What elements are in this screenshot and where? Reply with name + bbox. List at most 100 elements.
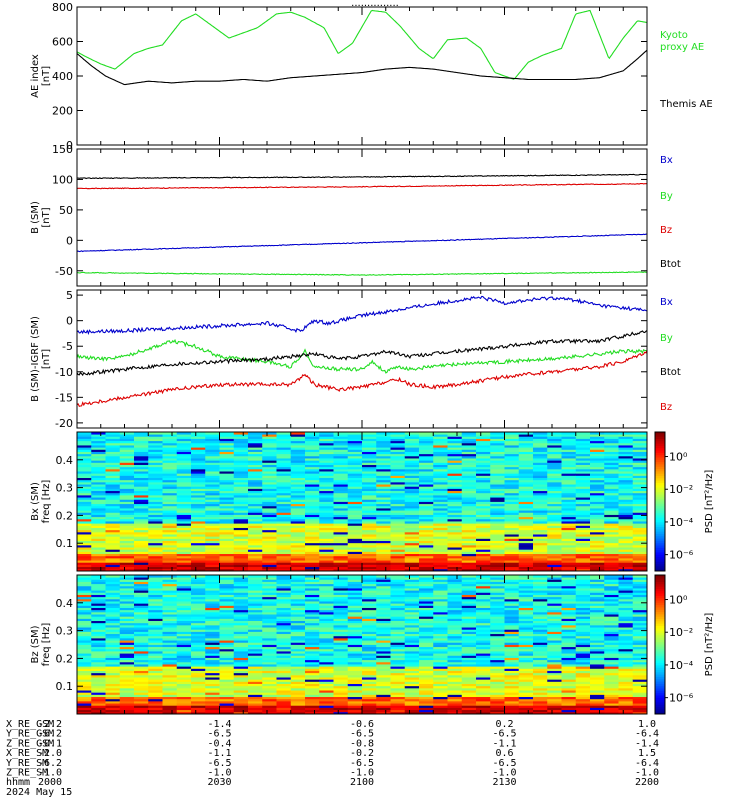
spec_bx-heatmap-cell [447,432,463,435]
spec_bx-heatmap-cell [119,560,135,563]
spec_bz-heatmap-cell [119,707,135,711]
spec_bz-heatmap-cell [404,674,420,678]
spec_bz-heatmap-cell [119,664,135,667]
spec_bz-heatmap-cell [419,661,434,665]
spec_bz-heatmap-cell [404,646,420,650]
spec_bx-heatmap-cell [105,551,121,555]
spec_bz-heatmap-cell [404,664,420,667]
spec_bz-heatmap-cell [504,596,520,600]
spec_bx-heatmap-cell [476,560,491,563]
spec_bx-heatmap-cell [362,531,377,535]
spec_bx-heatmap-cell [248,492,263,496]
spec_bz-heatmap-cell [205,585,220,589]
spec_bx-heatmap-cell [632,510,648,513]
spec_bz-heatmap-cell [91,705,106,708]
spec_bz-heatmap-cells [77,575,648,715]
spec_bz-heatmap-cell [205,681,220,684]
bdiff-ytick-label: 0 [66,315,73,328]
spec_bx-heatmap-cell [248,527,263,531]
spec_bx-heatmap-cell [533,484,548,487]
spec_bz-heatmap-cell [205,687,220,691]
spec_bx-heatmap-cell [347,477,363,481]
spec_bz-heatmap-cell [347,618,363,622]
spec_bz-heatmap-cell [119,642,135,645]
spec_bx-heatmap-cell [419,475,434,479]
spec_bx-heatmap-cell [276,445,292,448]
spec_bx-heatmap-cell [518,484,534,487]
spec_bx-heatmap-cell [504,518,520,522]
spec_bz-heatmap-cell [290,594,306,598]
spec_bz-heatmap-cell [433,642,448,645]
spec_bz-heatmap-cell [290,666,306,669]
spec_bx-heatmap-cell [191,458,206,461]
spec_bz-heatmap-cell [461,592,477,595]
spec_bz-heatmap-cell [461,627,477,630]
spec_bz-heatmap-cell [490,668,505,671]
spec_bx-heatmap-cell [319,436,334,439]
spec_bz-heatmap-cell [91,651,106,654]
spec_bz-heatmap-cell [376,611,391,615]
spec_bz-heatmap-cell [262,644,277,648]
spec_bx-heatmap-cell [119,494,135,498]
spec_bz-heatmap-cell [162,651,178,654]
spec_bx-heatmap-cell [91,562,106,565]
spec_bx-heatmap-cell [134,562,149,565]
spec_bx-heatmap-cell [504,488,520,492]
spec_bz-heatmap-cell [148,709,163,713]
spec_bz-heatmap-cell [134,627,149,630]
spec_bz-heatmap-cell [219,653,235,656]
spec_bx-heatmap-cell [518,547,534,550]
spec_bx-heatmap-cell [618,521,634,524]
spec_bz-heatmap-cell [376,707,391,711]
spec_bz-heatmap-cell [290,700,306,704]
spec_bx-heatmap-cell [518,466,534,470]
spec_bx-heatmap-cell [290,547,306,550]
spec_bx-heatmap-cell [547,527,562,531]
spec_bx-heatmap-cell [561,555,577,559]
spec_bx-heatmap-cell [134,564,149,568]
spec_bz-heatmap-cell [362,679,377,682]
spec_bz-heatmap-cell [461,655,477,658]
spec_bx-heatmap-cell [191,551,206,555]
spec_bx-heatmap-cell [362,468,377,472]
spec_bx-heatmap-cell [347,518,363,522]
spec_bx-heatmap-cell [176,505,192,509]
spec_bx-heatmap-cell [219,479,235,483]
spec_bx-heatmap-cell [91,566,106,570]
spec_bx-heatmap-cell [333,497,349,500]
spec_bx-heatmap-cell [390,555,406,559]
spec_bx-heatmap-cell [262,475,277,479]
spec_bz-heatmap-cell [362,670,377,674]
spec_bx-heatmap-cell [191,481,206,485]
spec_bx-heatmap-cell [134,510,149,513]
spec_bx-heatmap-cell [162,445,178,448]
spec_bz-heatmap-cell [105,670,121,674]
spec_bz-heatmap-cell [433,646,448,650]
spec_bz-heatmap-cell [347,585,363,589]
spec_bx-heatmap-cell [362,503,377,507]
spec_bz-heatmap-cell [504,592,520,595]
spec_bz-heatmap-cell [333,575,349,578]
spec_bx-heatmap-cell [134,549,149,552]
spec_bz-heatmap-cell [148,657,163,661]
spec_bz-heatmap-cell [347,646,363,650]
spec_bx-heatmap-cell [390,449,406,452]
spec_bx-heatmap-cell [276,434,292,437]
spec_bz-heatmap-cell [305,633,320,637]
spec_bx-heatmap-cell [105,566,121,570]
spec_bx-heatmap-cell [575,566,591,570]
spec_bx-heatmap-cell [433,510,448,513]
spec_bx-heatmap-cell [618,497,634,500]
spec_bx-heatmap-cell [533,508,548,511]
spec_bx-heatmap-cell [518,503,534,507]
spec_bx-heatmap-cell [219,557,235,561]
spec_bx-heatmap-cell [219,494,235,498]
spec_bx-heatmap-cell [276,497,292,500]
spec_bx-heatmap-cell [91,488,106,492]
spec_bx-heatmap-cell [376,516,391,520]
spec_bx-heatmap-cell [533,557,548,561]
spec_bx-heatmap-cell [276,531,292,535]
spec_bx-heatmap-cell [290,466,306,470]
spec_bx-heatmap-cell [176,451,192,455]
spec_bx-heatmap-cell [91,499,106,502]
